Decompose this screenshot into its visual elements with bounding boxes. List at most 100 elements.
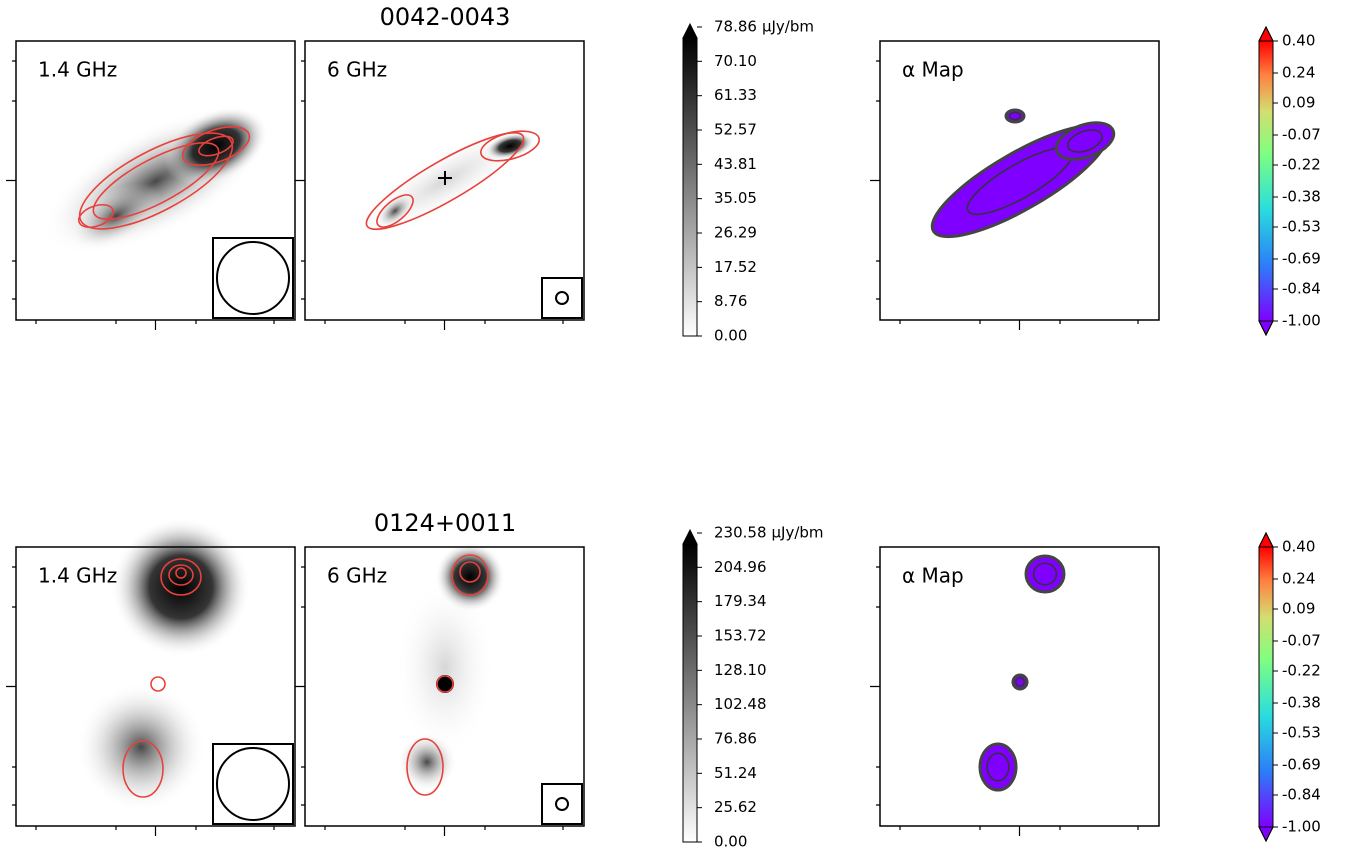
- axis-ticks: [6, 60, 275, 330]
- alpha-contour: [1067, 129, 1103, 153]
- panel-image: [42, 106, 270, 256]
- colorbar-tick-label: 51.24: [714, 764, 757, 782]
- colorbar-tick-label: 52.57: [714, 121, 757, 139]
- beam-box: [212, 743, 294, 825]
- colorbar-tick-label: 153.72: [714, 627, 767, 645]
- contour: [451, 554, 489, 596]
- beam: [555, 797, 569, 811]
- contour: [160, 558, 202, 596]
- alpha-colorbar-tick-label: -0.07: [1282, 632, 1321, 650]
- axis-ticks: [6, 566, 275, 836]
- alpha-colorbar-tick-label: -0.84: [1282, 280, 1321, 298]
- alpha-colorbar-tick-label: 0.24: [1282, 570, 1315, 588]
- colorbar-tick-label: 0.00: [714, 327, 747, 345]
- alpha-colorbar-tick-label: -1.00: [1282, 312, 1321, 330]
- alpha-colorbar-tick-label: 0.24: [1282, 64, 1315, 82]
- alpha-contour: [1032, 562, 1058, 586]
- alpha-colorbar-tick-label: 0.09: [1282, 94, 1315, 112]
- colorbar-tick-label: 70.10: [714, 52, 757, 70]
- alpha-extend-bottom: [1258, 320, 1274, 337]
- row: 0124+0011 1.4 GHz 6 GHz α Map 0.00 25.62 51.24…: [6, 509, 1321, 850]
- colorbar-extend: [682, 22, 698, 39]
- contour: [175, 567, 187, 579]
- beam: [216, 747, 290, 821]
- panel-label: α Map: [902, 564, 964, 588]
- alpha-colorbar-tick-label: -0.69: [1282, 250, 1321, 268]
- panel-label: α Map: [902, 58, 964, 82]
- alpha-colorbar-tick-label: -0.07: [1282, 126, 1321, 144]
- center-cross: [438, 171, 452, 185]
- alpha-extend-top: [1258, 25, 1274, 42]
- row: 0042-0043 1.4 GHz 6 GHz α Map 0.00 8.76 17.52 2…: [6, 3, 1321, 345]
- alpha-region: [1004, 108, 1026, 124]
- beam: [555, 291, 569, 305]
- alpha-contour: [1015, 677, 1025, 687]
- row-title: 0124+0011: [374, 509, 516, 537]
- alpha-region: [1024, 554, 1066, 594]
- panel-image: [76, 517, 251, 812]
- panel: 1.4 GHz: [6, 40, 296, 330]
- colorbar-tick-label: 204.96: [714, 558, 767, 576]
- alpha-colorbar-tick-label: -0.53: [1282, 218, 1321, 236]
- row-title: 0042-0043: [380, 3, 511, 31]
- beam-box: [212, 237, 294, 319]
- emission: [76, 682, 206, 812]
- emission: [485, 132, 535, 160]
- alpha-colorbar-tick-label: 0.09: [1282, 600, 1315, 618]
- emission: [70, 182, 162, 250]
- contour: [92, 142, 220, 220]
- panel: α Map: [870, 40, 1160, 330]
- contour: [168, 564, 194, 586]
- contour: [376, 194, 414, 228]
- panel: 6 GHz: [295, 40, 585, 330]
- colorbar-unit: μJy/bm: [772, 524, 824, 542]
- axis-ticks: [870, 60, 1139, 330]
- alpha-colorbar-tick-label: -0.69: [1282, 756, 1321, 774]
- colorbar-extend: [682, 528, 698, 545]
- alpha-colorbar-tick-label: -1.00: [1282, 818, 1321, 836]
- colorbar-tick-label: 8.76: [714, 292, 747, 310]
- colorbar-tick-label: 25.62: [714, 798, 757, 816]
- colorbar-tick-label: 76.86: [714, 730, 757, 748]
- axis-ticks: [870, 566, 1139, 836]
- contour: [77, 203, 115, 229]
- alpha-colorbar: [1259, 41, 1273, 321]
- contour: [406, 738, 444, 796]
- colorbar-tick-label: 179.34: [714, 592, 767, 610]
- alpha-contour: [986, 752, 1010, 782]
- emission: [376, 194, 414, 228]
- alpha-colorbar-tick-label: -0.84: [1282, 786, 1321, 804]
- colorbar-tick-label: 78.86: [714, 18, 757, 36]
- emission: [397, 732, 457, 792]
- colorbar-tick-label: 128.10: [714, 661, 767, 679]
- contour: [122, 740, 164, 798]
- colorbar-tick-label: 35.05: [714, 189, 757, 207]
- panel-image: [978, 554, 1066, 792]
- contour: [198, 135, 234, 157]
- colorbar-tick-label: 43.81: [714, 155, 757, 173]
- panel-image: [930, 108, 1116, 239]
- alpha-colorbar-tick-label: -0.22: [1282, 662, 1321, 680]
- contour: [459, 561, 481, 583]
- beam-box: [541, 783, 583, 825]
- beam-box: [541, 277, 583, 319]
- beam: [216, 241, 290, 315]
- alpha-colorbar-tick-label: 0.40: [1282, 32, 1315, 50]
- panel: 1.4 GHz: [6, 517, 296, 836]
- contour: [436, 675, 454, 693]
- alpha-region: [978, 742, 1018, 792]
- panel-label: 1.4 GHz: [38, 58, 117, 82]
- colorbar-tick-label: 17.52: [714, 258, 757, 276]
- alpha-colorbar-tick-label: -0.22: [1282, 156, 1321, 174]
- alpha-extend-bottom: [1258, 826, 1274, 843]
- alpha-colorbar-tick-label: 0.40: [1282, 538, 1315, 556]
- contour: [150, 676, 166, 692]
- colorbar: [682, 37, 698, 337]
- alpha-colorbar-tick-label: -0.38: [1282, 188, 1321, 206]
- panel-label: 6 GHz: [327, 564, 387, 588]
- panel-label: 6 GHz: [327, 58, 387, 82]
- axis-ticks: [295, 566, 564, 836]
- emission: [111, 517, 251, 657]
- contour: [480, 130, 540, 162]
